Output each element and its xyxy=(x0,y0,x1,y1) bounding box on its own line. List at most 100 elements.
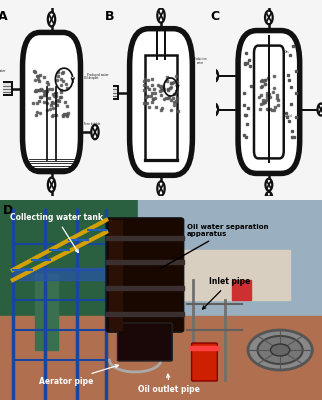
Point xyxy=(264,97,269,104)
Point xyxy=(39,86,44,92)
Bar xyxy=(13,268,106,280)
Point xyxy=(161,82,166,89)
Point xyxy=(259,100,264,107)
Point xyxy=(164,78,169,84)
Point xyxy=(159,104,164,111)
Point xyxy=(32,77,37,84)
Point xyxy=(175,108,181,114)
Point xyxy=(38,93,43,100)
Point xyxy=(262,77,268,83)
FancyBboxPatch shape xyxy=(254,46,284,158)
Point xyxy=(159,87,164,93)
Point xyxy=(146,77,151,84)
Point xyxy=(172,90,177,97)
Point xyxy=(64,84,70,91)
Point xyxy=(61,111,66,117)
Point xyxy=(258,78,263,84)
Point xyxy=(169,80,174,86)
Point xyxy=(32,68,37,75)
Point xyxy=(171,102,176,109)
Point xyxy=(147,104,152,110)
Text: Gas: Gas xyxy=(285,50,289,54)
Point xyxy=(257,94,262,101)
Point xyxy=(43,92,48,99)
Point xyxy=(60,112,65,119)
Point xyxy=(53,112,58,118)
Point xyxy=(49,113,54,120)
Bar xyxy=(0,200,138,324)
Point xyxy=(55,68,61,75)
Point xyxy=(168,84,173,90)
Point xyxy=(41,74,46,81)
Point xyxy=(271,72,277,79)
Point xyxy=(34,112,39,118)
Point xyxy=(158,106,164,113)
Point xyxy=(51,91,56,97)
Bar xyxy=(109,220,122,330)
Point xyxy=(271,106,276,113)
Point xyxy=(36,98,41,104)
Point xyxy=(141,78,147,84)
Text: Production
water: Production water xyxy=(194,57,208,65)
Point xyxy=(261,78,266,85)
Point xyxy=(268,93,273,100)
Point xyxy=(56,97,61,104)
Point xyxy=(50,100,55,106)
Point xyxy=(65,112,70,119)
Bar xyxy=(138,200,322,324)
Point xyxy=(271,84,276,91)
Text: Collecting water tank: Collecting water tank xyxy=(10,213,103,252)
Point xyxy=(265,106,270,112)
FancyBboxPatch shape xyxy=(23,32,80,172)
Point xyxy=(258,106,263,112)
Point xyxy=(152,94,157,101)
Text: Free bubble: Free bubble xyxy=(84,122,101,126)
Point xyxy=(265,106,270,112)
Point xyxy=(59,89,64,96)
Point xyxy=(258,92,263,98)
Point xyxy=(169,96,174,103)
Text: Gathered water: Gathered water xyxy=(0,69,5,73)
Point xyxy=(146,93,151,100)
Point xyxy=(54,98,59,104)
Point xyxy=(260,77,265,83)
Point xyxy=(158,92,163,98)
Point xyxy=(258,84,263,90)
Point xyxy=(165,85,170,92)
Bar xyxy=(103,86,118,99)
Point xyxy=(168,85,173,91)
Point xyxy=(167,94,172,100)
Point xyxy=(43,88,48,94)
Point xyxy=(61,68,66,75)
Point xyxy=(276,102,281,109)
Point xyxy=(150,76,155,82)
Point xyxy=(64,102,69,109)
Point xyxy=(267,106,272,112)
Point xyxy=(262,99,267,105)
Point xyxy=(58,87,63,94)
Point xyxy=(262,81,268,88)
Point xyxy=(52,90,58,97)
Point xyxy=(34,88,39,94)
Bar xyxy=(106,236,184,240)
Point xyxy=(48,106,53,112)
Point xyxy=(174,95,179,102)
Point xyxy=(36,87,42,94)
Text: Inlet pipe: Inlet pipe xyxy=(203,277,251,309)
Point xyxy=(169,80,174,86)
Point xyxy=(54,102,60,108)
Point xyxy=(150,82,155,88)
Point xyxy=(49,98,54,105)
Point xyxy=(148,93,154,100)
Point xyxy=(150,95,156,102)
Bar xyxy=(106,312,184,316)
Point xyxy=(61,78,66,84)
Circle shape xyxy=(48,178,55,192)
Point xyxy=(260,97,266,104)
Point xyxy=(142,76,147,82)
Point xyxy=(166,95,171,101)
Point xyxy=(49,102,54,108)
Point xyxy=(62,99,67,106)
Point xyxy=(39,94,44,100)
Point xyxy=(54,93,59,99)
